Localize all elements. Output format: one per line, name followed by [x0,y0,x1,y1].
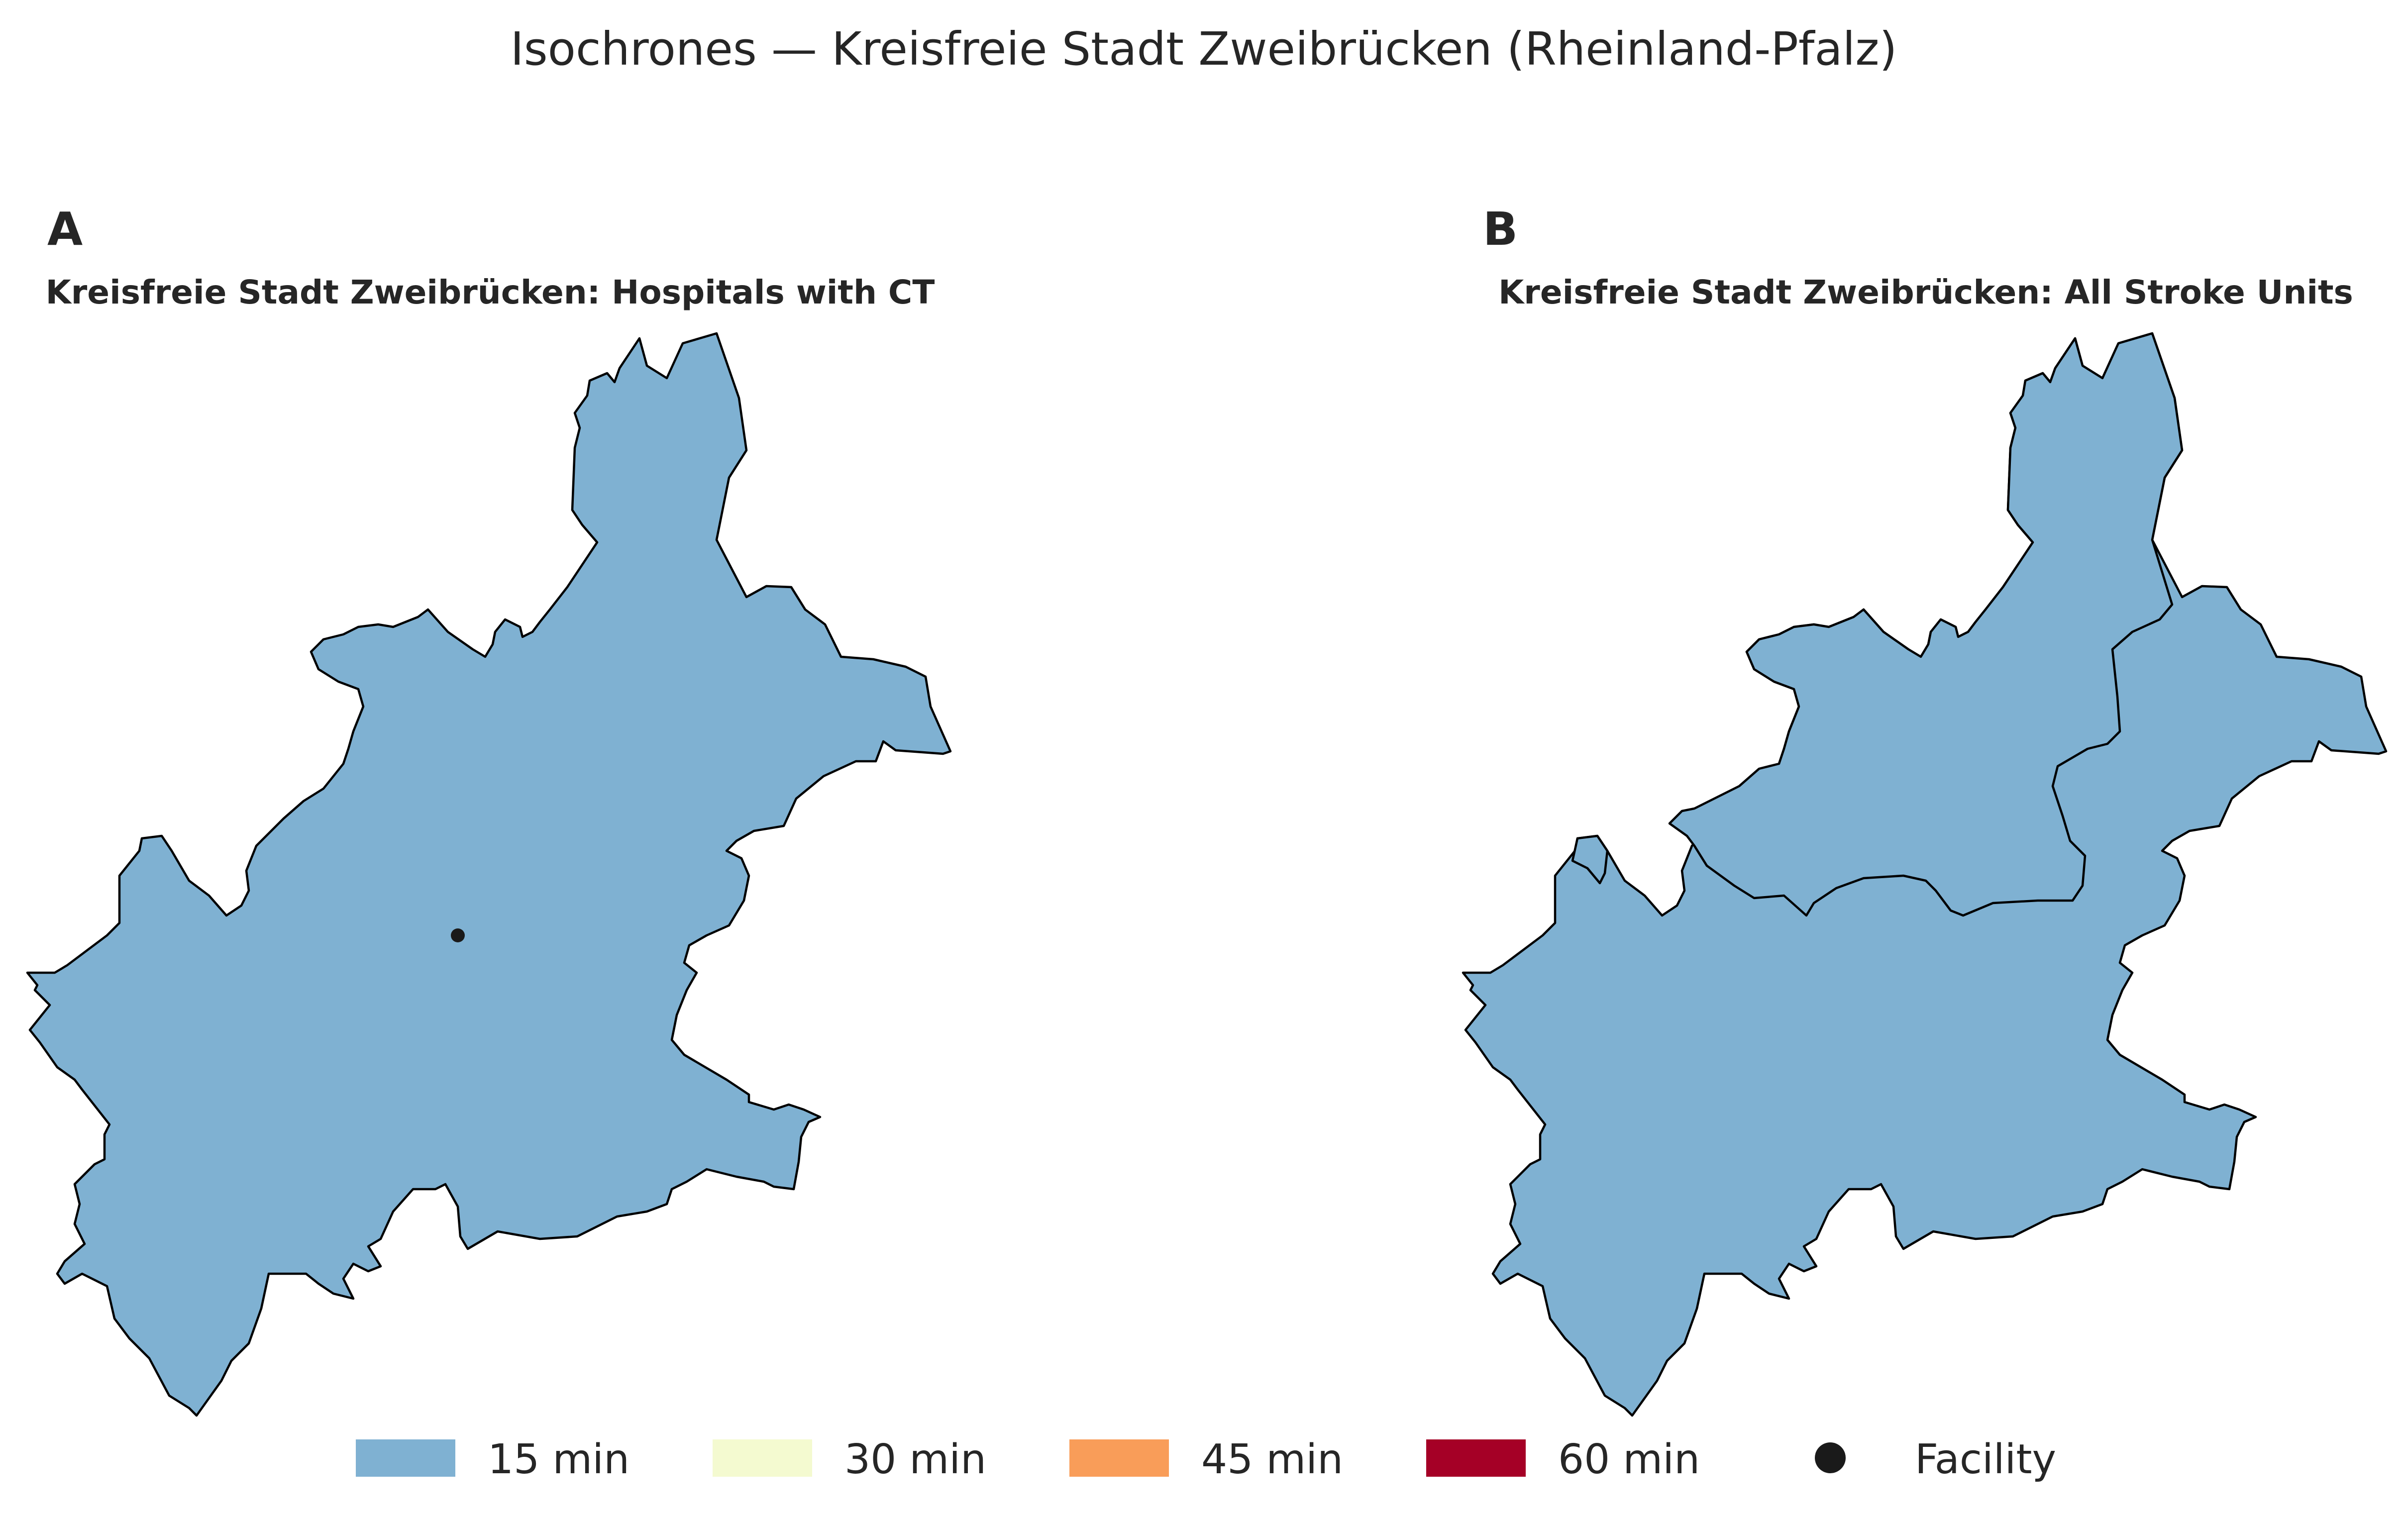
legend-swatch-45-min [1069,1439,1169,1477]
panel-a-zone-15-min [26,332,952,1417]
legend-swatch-60-min [1426,1439,1526,1477]
legend-item-30-min: 30 min [713,1436,986,1483]
legend-swatch-15-min [356,1439,455,1477]
legend-item-45-min: 45 min [1069,1436,1343,1483]
panel-b-zone-15-min-islet [1571,834,1609,885]
legend-label-15-min: 15 min [488,1436,629,1483]
legend-label-60-min: 60 min [1558,1436,1700,1483]
panel-b: B Kreisfreie Stadt Zweibrücken: All Stro… [1463,203,2386,1416]
legend-label-30-min: 30 min [844,1436,986,1483]
panel-a-title: Kreisfreie Stadt Zweibrücken: Hospitals … [46,273,935,311]
legend-item-facility: Facility [1815,1436,2056,1483]
panel-a-letter: A [47,203,83,256]
legend-swatch-30-min [713,1439,812,1477]
legend-label-45-min: 45 min [1201,1436,1343,1483]
legend-facility-marker [1815,1442,1846,1473]
panel-b-zone-15-min [1668,332,2184,917]
legend-item-15-min: 15 min [356,1436,629,1483]
facility-marker [451,928,465,942]
legend-item-60-min: 60 min [1426,1436,1700,1483]
figure-title: Isochrones — Kreisfreie Stadt Zweibrücke… [511,22,1897,76]
legend: 15 min 30 min 45 min 60 min Facility [356,1436,2056,1483]
panel-a: A Kreisfreie Stadt Zweibrücken: Hospital… [26,203,952,1417]
panel-b-letter: B [1483,203,1518,256]
panel-b-title: Kreisfreie Stadt Zweibrücken: All Stroke… [1498,273,2353,311]
legend-label-facility: Facility [1915,1436,2056,1483]
